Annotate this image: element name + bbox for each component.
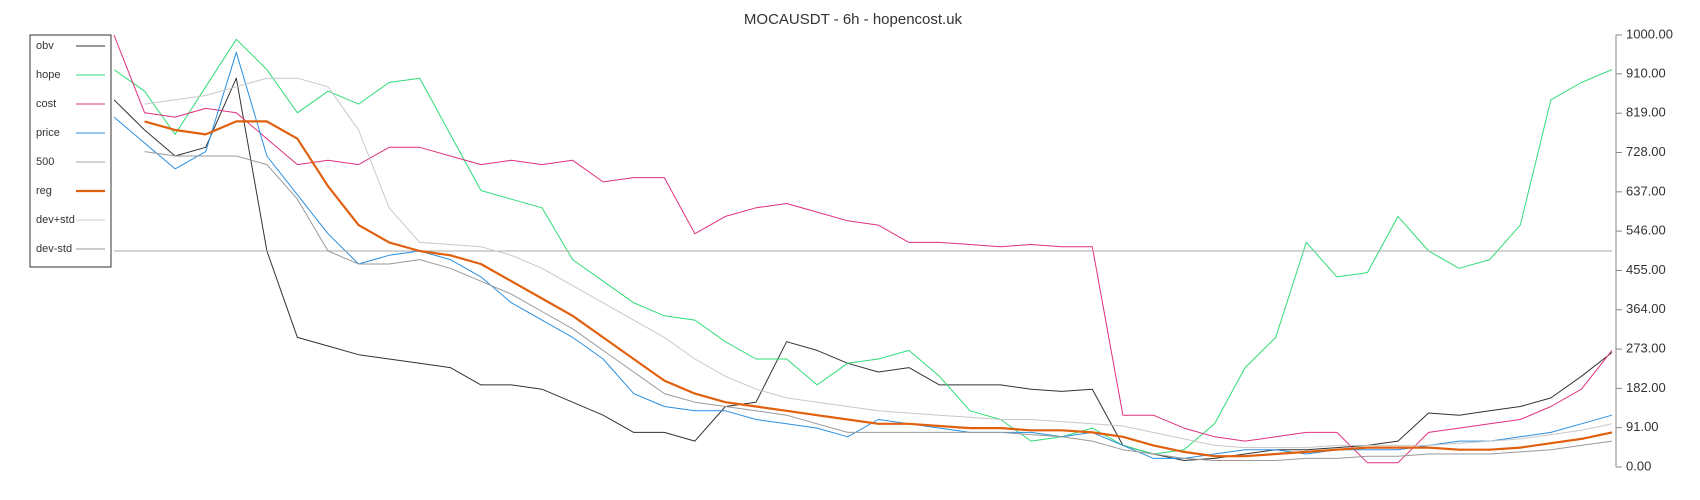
series-line	[144, 151, 1613, 461]
legend-label: 500	[36, 156, 54, 168]
legend-label: cost	[36, 98, 56, 110]
legend: obv hope cost price 500 reg dev+std dev-std	[29, 34, 112, 268]
y-tick-label: 182.00	[1626, 380, 1666, 395]
y-tick-label: 910.00	[1626, 65, 1666, 80]
y-tick-label: 0.00	[1626, 458, 1651, 473]
y-tick-label: 91.00	[1626, 419, 1659, 434]
y-tick-label: 728.00	[1626, 144, 1666, 159]
legend-label: dev-std	[36, 243, 72, 255]
y-tick-label: 546.00	[1626, 223, 1666, 238]
y-tick-label: 819.00	[1626, 105, 1666, 120]
legend-box	[29, 34, 112, 268]
chart-title: MOCAUSDT - 6h - hopencost.uk	[744, 11, 963, 28]
legend-label: dev+std	[36, 214, 75, 226]
series-line	[144, 120, 1613, 458]
y-tick-label: 455.00	[1626, 262, 1666, 277]
series-line	[113, 51, 1613, 459]
y-tick-label: 364.00	[1626, 301, 1666, 316]
legend-label: hope	[36, 69, 60, 81]
series-line	[144, 77, 1613, 449]
legend-label: price	[36, 127, 60, 139]
series-line	[113, 38, 1613, 455]
series-line	[113, 77, 1613, 461]
legend-label: reg	[36, 185, 52, 197]
y-tick-label: 1000.00	[1626, 26, 1673, 41]
series-line	[113, 34, 1613, 464]
legend-label: obv	[36, 40, 54, 52]
y-tick-label: 637.00	[1626, 183, 1666, 198]
y-tick-label: 273.00	[1626, 341, 1666, 356]
